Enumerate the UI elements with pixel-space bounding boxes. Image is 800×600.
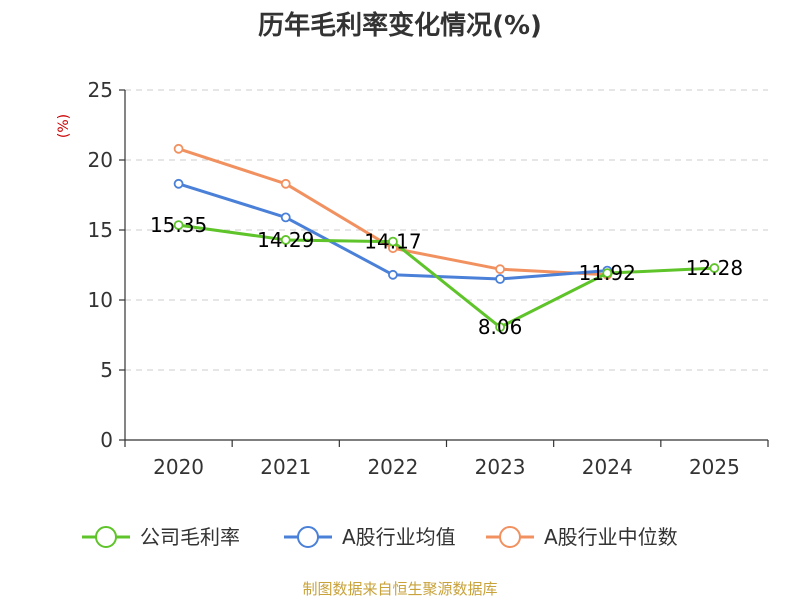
series-2-point-0[interactable] — [173, 143, 184, 154]
y-tick-label: 20 — [88, 148, 113, 172]
series-2-point-1[interactable] — [280, 178, 291, 189]
y-tick-label: 0 — [100, 428, 113, 452]
x-tick-label: 2023 — [475, 455, 526, 479]
series-0-point-3[interactable] — [495, 322, 505, 333]
legend-swatch-marker — [499, 526, 521, 548]
series-2-point-3[interactable] — [495, 264, 505, 275]
legend-item-0[interactable]: 公司毛利率 — [82, 525, 240, 549]
legend-label: A股行业均值 — [342, 525, 456, 549]
data-label: 8.06 — [478, 315, 523, 339]
x-tick-label: 2025 — [689, 455, 740, 479]
x-tick-label: 2022 — [367, 455, 418, 479]
series-0-point-2[interactable] — [388, 236, 398, 247]
y-tick-label: 10 — [88, 288, 113, 312]
y-tick-label: 25 — [88, 78, 113, 102]
legend-item-1[interactable]: A股行业均值 — [284, 525, 456, 549]
grid-lines — [125, 89, 768, 371]
x-tick-label: 2021 — [260, 455, 311, 479]
data-label: 12.28 — [686, 256, 743, 280]
y-tick-label: 15 — [88, 218, 113, 242]
data-label: 15.35 — [150, 213, 207, 237]
data-labels: 15.35 14.29 14.17 8.06 11.92 12.28 — [150, 213, 743, 339]
series-0-point-5[interactable] — [709, 263, 720, 273]
legend-label: A股行业中位数 — [544, 525, 678, 549]
series-1-point-0[interactable] — [173, 178, 184, 189]
source-note: 制图数据来自恒生聚源数据库 — [302, 580, 497, 598]
chart-title: 历年毛利率变化情况(%) — [258, 10, 542, 41]
series-1-point-3[interactable] — [495, 274, 505, 284]
series-1-point-2[interactable] — [388, 269, 398, 280]
series-0-point-1[interactable] — [280, 235, 291, 245]
series-0-point-4[interactable] — [602, 268, 613, 279]
series-0-point-0[interactable] — [173, 220, 184, 231]
x-tick-label: 2020 — [153, 455, 204, 479]
legend-item-2[interactable]: A股行业中位数 — [486, 525, 678, 549]
legend-label: 公司毛利率 — [140, 525, 240, 549]
y-tick-label: 5 — [100, 358, 113, 382]
data-label: 14.29 — [257, 228, 314, 252]
x-tick-label: 2024 — [582, 455, 633, 479]
series-line-0 — [178, 223, 715, 329]
series-line-2 — [178, 147, 608, 277]
data-label: 11.92 — [579, 261, 636, 285]
y-axis-unit-label: (%) — [56, 114, 72, 138]
legend-swatch-marker — [297, 526, 319, 548]
legend-swatch-marker — [95, 526, 117, 548]
series-lines — [173, 143, 720, 333]
legend: 公司毛利率 A股行业均值 A股行业中位数 — [82, 525, 678, 549]
data-label: 14.17 — [364, 230, 421, 254]
series-1-point-1[interactable] — [280, 212, 291, 223]
